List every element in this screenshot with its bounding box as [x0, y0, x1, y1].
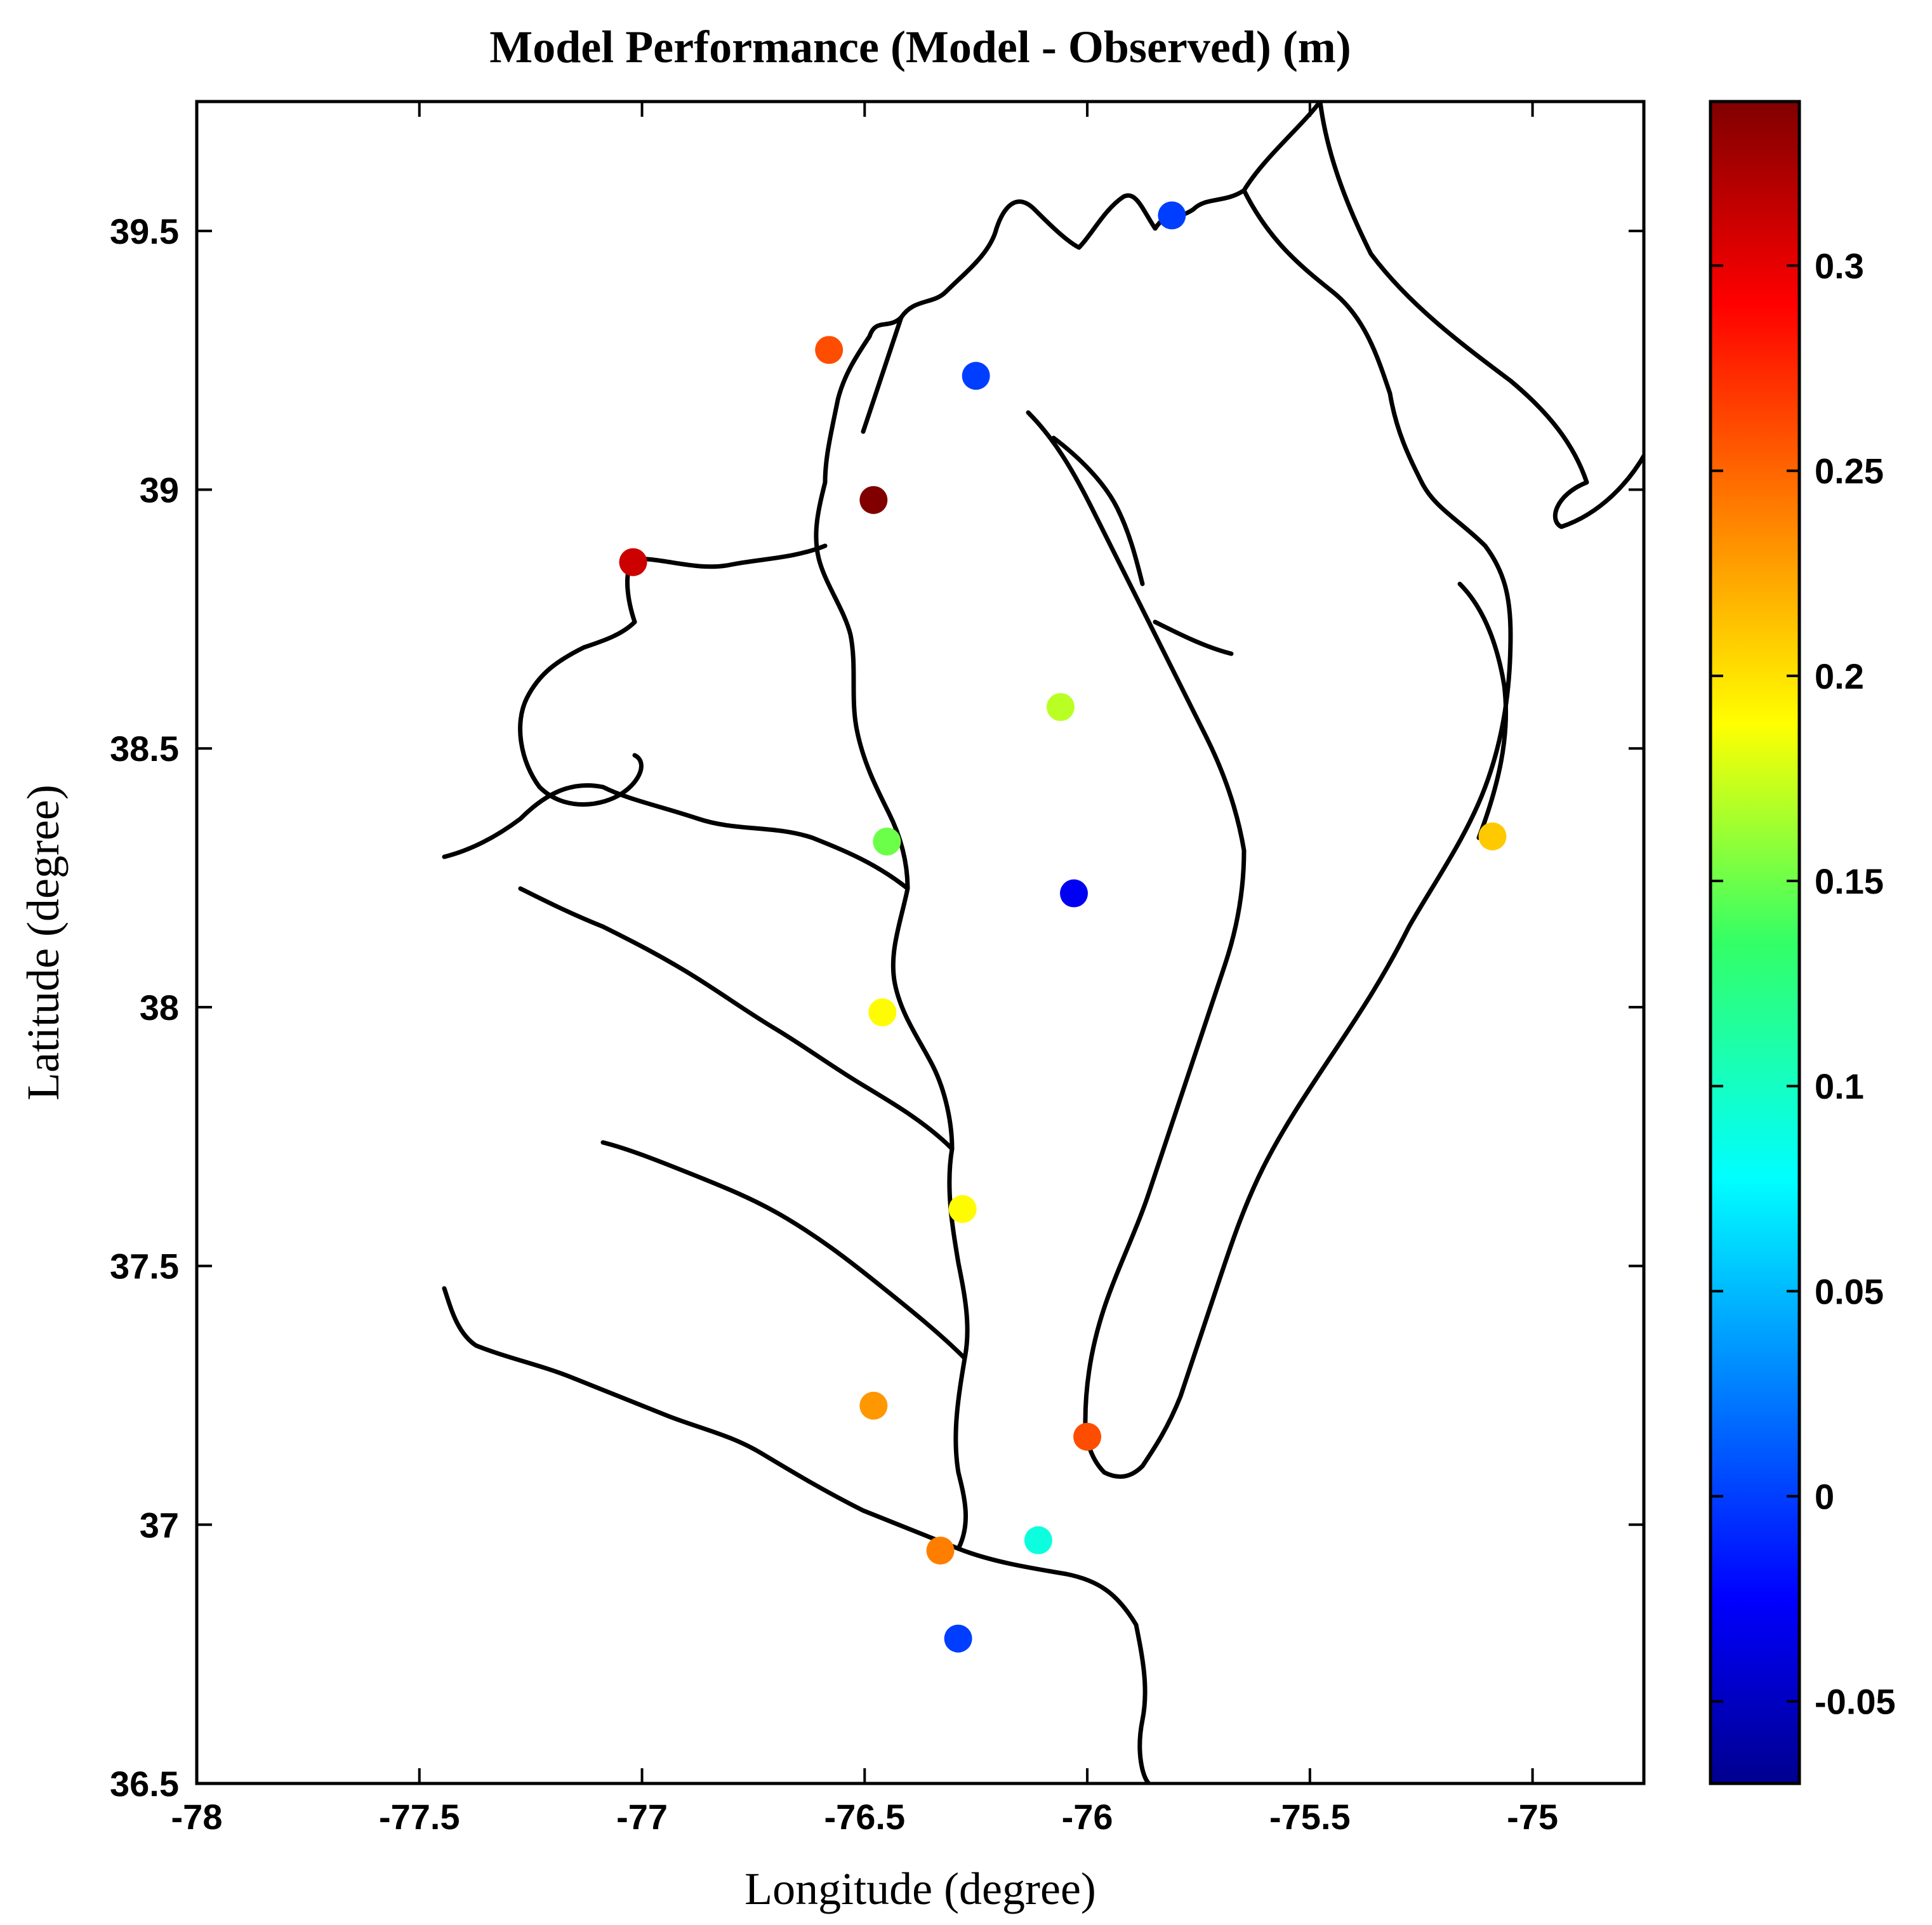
colorbar-tick-label: -0.05 [1815, 1682, 1896, 1722]
data-point [1046, 693, 1075, 721]
y-axis-label: Latitude (degree) [18, 784, 69, 1101]
data-point [1158, 201, 1186, 230]
x-tick-label: -77.5 [379, 1797, 460, 1837]
colorbar-tick-label: 0.25 [1815, 451, 1884, 491]
x-tick-label: -75 [1507, 1797, 1558, 1837]
data-points [619, 201, 1507, 1653]
plot-frame [195, 100, 1646, 1785]
y-axis-ticks: 36.5 37 37.5 38 38.5 39 39.5 [110, 211, 1644, 1804]
data-point [944, 1624, 972, 1653]
y-tick-label: 38 [140, 988, 179, 1028]
colorbar: -0.05 0 0.05 0.1 0.15 0.2 0.25 0.3 [1709, 100, 1896, 1785]
colorbar-ticks: -0.05 0 0.05 0.1 0.15 0.2 0.25 0.3 [1710, 246, 1896, 1722]
data-point [1060, 879, 1088, 908]
y-tick-label: 36.5 [110, 1764, 179, 1804]
data-point [873, 828, 901, 856]
y-tick-label: 37 [140, 1505, 179, 1545]
data-point [859, 486, 888, 514]
y-tick-label: 37.5 [110, 1247, 179, 1287]
data-point [926, 1537, 955, 1565]
data-point [868, 998, 897, 1027]
colorbar-tick-label: 0.1 [1815, 1066, 1864, 1106]
x-tick-label: -78 [171, 1797, 223, 1837]
x-axis-label: Longitude (degree) [744, 1863, 1096, 1914]
data-point [815, 336, 844, 364]
data-point [859, 1391, 888, 1420]
colorbar-tick-label: 0.15 [1815, 861, 1884, 901]
x-tick-label: -75.5 [1269, 1797, 1351, 1837]
y-tick-label: 39 [140, 470, 179, 510]
colorbar-gradient [1709, 100, 1801, 1785]
chart-title: Model Performance (Model - Observed) (m) [489, 22, 1351, 72]
colorbar-tick-label: 0.3 [1815, 246, 1864, 286]
x-tick-label: -77 [616, 1797, 668, 1837]
colorbar-tick-label: 0.2 [1815, 656, 1864, 696]
data-point [962, 362, 990, 390]
colorbar-tick-label: 0 [1815, 1477, 1834, 1517]
data-point [1073, 1422, 1102, 1451]
x-axis-ticks: -78 -77.5 -77 -76.5 -76 -75.5 -75 [171, 102, 1558, 1837]
x-tick-label: -76 [1062, 1797, 1113, 1837]
y-tick-label: 38.5 [110, 729, 179, 769]
colorbar-tick-label: 0.05 [1815, 1271, 1884, 1311]
data-point [619, 548, 647, 576]
data-point [1024, 1526, 1052, 1554]
x-tick-label: -76.5 [824, 1797, 905, 1837]
coastline-map [442, 102, 1644, 1783]
data-point [1478, 822, 1507, 850]
y-tick-label: 39.5 [110, 211, 179, 251]
data-point [948, 1194, 977, 1223]
